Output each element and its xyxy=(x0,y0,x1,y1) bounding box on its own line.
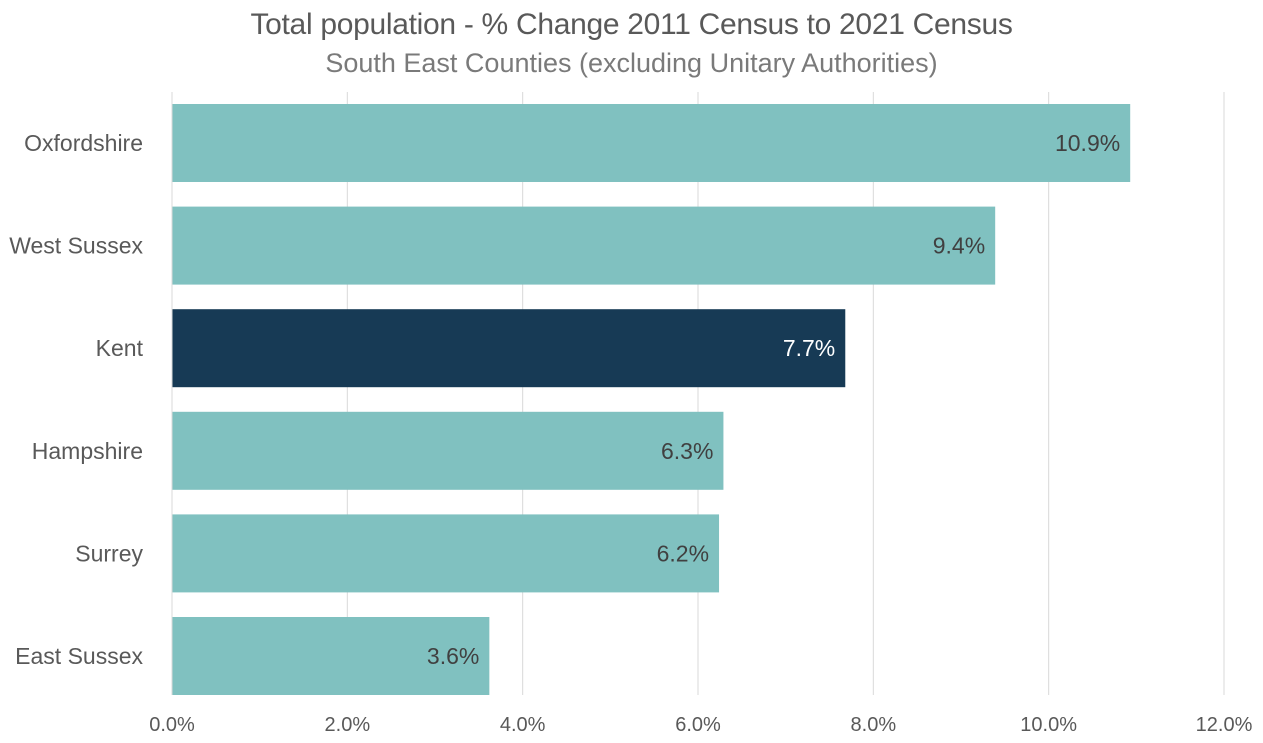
x-tick-label: 2.0% xyxy=(325,714,371,736)
bar-kent xyxy=(172,309,846,388)
data-label: 10.9% xyxy=(1055,130,1120,156)
data-label: 6.3% xyxy=(661,438,713,464)
data-label: 7.7% xyxy=(783,335,835,361)
x-tick-label: 8.0% xyxy=(851,714,897,736)
bar-east-sussex xyxy=(172,617,490,695)
bar-hampshire xyxy=(172,411,724,490)
x-tick-label: 12.0% xyxy=(1196,714,1253,736)
category-label: Kent xyxy=(96,335,144,361)
data-label: 3.6% xyxy=(427,643,479,669)
category-label: East Sussex xyxy=(15,643,143,669)
x-tick-label: 0.0% xyxy=(149,714,195,736)
category-label: Oxfordshire xyxy=(24,130,143,156)
category-label: Surrey xyxy=(75,540,143,566)
chart-title: Total population - % Change 2011 Census … xyxy=(250,8,1013,41)
data-label: 9.4% xyxy=(933,233,985,259)
category-label: West Sussex xyxy=(9,233,143,259)
bar-surrey xyxy=(172,514,720,593)
data-label: 6.2% xyxy=(657,540,709,566)
bar-west-sussex xyxy=(172,206,996,285)
chart-subtitle: South East Counties (excluding Unitary A… xyxy=(325,48,938,78)
x-tick-label: 4.0% xyxy=(500,714,546,736)
x-tick-label: 6.0% xyxy=(675,714,721,736)
bar-oxfordshire xyxy=(172,104,1131,182)
x-tick-label: 10.0% xyxy=(1020,714,1077,736)
category-label: Hampshire xyxy=(32,438,143,464)
